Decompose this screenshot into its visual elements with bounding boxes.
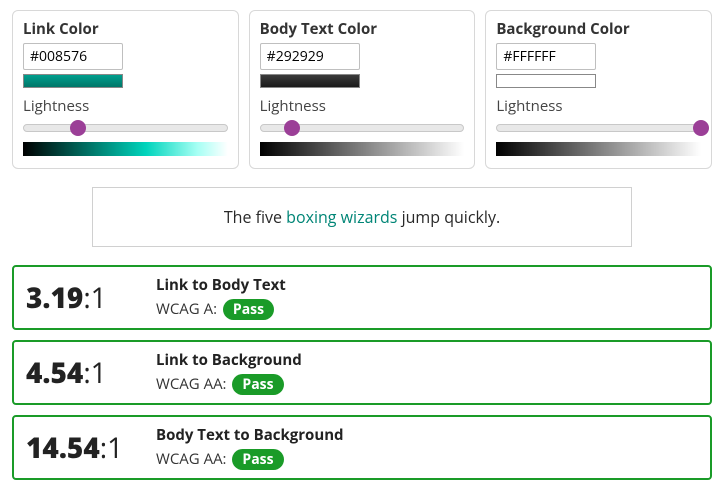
pass-badge: Pass — [232, 374, 283, 395]
result-row-body-bg: 14.54:1 Body Text to Background WCAG AA:… — [12, 415, 712, 480]
gradient-bar-link — [23, 142, 228, 156]
preview-text-after: jump quickly. — [397, 206, 500, 228]
ratio-suffix: :1 — [83, 354, 106, 392]
color-swatch-bg — [496, 74, 596, 88]
result-info: Link to Body Text WCAG A: Pass — [156, 275, 698, 320]
contrast-ratio: 4.54:1 — [26, 354, 136, 392]
picker-body-color: Body Text Color Lightness — [249, 10, 476, 169]
hex-input-bg[interactable] — [496, 43, 596, 70]
result-level: WCAG A: Pass — [156, 299, 698, 320]
slider-track — [23, 124, 228, 132]
ratio-value: 3.19 — [26, 279, 83, 317]
preview-box: The five boxing wizards jump quickly. — [92, 187, 632, 247]
preview-link[interactable]: boxing wizards — [286, 206, 397, 228]
gradient-bar-body — [260, 142, 465, 156]
results-list: 3.19:1 Link to Body Text WCAG A: Pass 4.… — [12, 265, 712, 480]
ratio-value: 4.54 — [26, 354, 83, 392]
level-prefix: WCAG AA: — [156, 374, 230, 394]
contrast-ratio: 3.19:1 — [26, 279, 136, 317]
result-info: Link to Background WCAG AA: Pass — [156, 350, 698, 395]
ratio-suffix: :1 — [100, 429, 123, 467]
result-title: Link to Body Text — [156, 275, 698, 295]
lightness-slider-body[interactable] — [260, 120, 465, 136]
pass-badge: Pass — [223, 299, 274, 320]
slider-thumb[interactable] — [693, 120, 709, 136]
picker-link-color: Link Color Lightness — [12, 10, 239, 169]
result-level: WCAG AA: Pass — [156, 374, 698, 395]
color-swatch-body — [260, 74, 360, 88]
lightness-label: Lightness — [23, 96, 228, 116]
result-title: Link to Background — [156, 350, 698, 370]
hex-input-link[interactable] — [23, 43, 123, 70]
level-prefix: WCAG A: — [156, 299, 221, 319]
contrast-ratio: 14.54:1 — [26, 429, 136, 467]
lightness-slider-link[interactable] — [23, 120, 228, 136]
lightness-label: Lightness — [260, 96, 465, 116]
picker-title: Background Color — [496, 19, 701, 39]
lightness-label: Lightness — [496, 96, 701, 116]
result-level: WCAG AA: Pass — [156, 449, 698, 470]
lightness-slider-bg[interactable] — [496, 120, 701, 136]
picker-title: Link Color — [23, 19, 228, 39]
slider-thumb[interactable] — [70, 120, 86, 136]
picker-bg-color: Background Color Lightness — [485, 10, 712, 169]
result-info: Body Text to Background WCAG AA: Pass — [156, 425, 698, 470]
result-row-link-body: 3.19:1 Link to Body Text WCAG A: Pass — [12, 265, 712, 330]
result-title: Body Text to Background — [156, 425, 698, 445]
hex-input-body[interactable] — [260, 43, 360, 70]
ratio-value: 14.54 — [26, 429, 100, 467]
slider-track — [496, 124, 701, 132]
slider-thumb[interactable] — [284, 120, 300, 136]
result-row-link-bg: 4.54:1 Link to Background WCAG AA: Pass — [12, 340, 712, 405]
color-swatch-link — [23, 74, 123, 88]
picker-title: Body Text Color — [260, 19, 465, 39]
color-pickers-row: Link Color Lightness Body Text Color Lig… — [12, 10, 712, 169]
pass-badge: Pass — [232, 449, 283, 470]
level-prefix: WCAG AA: — [156, 449, 230, 469]
gradient-bar-bg — [496, 142, 701, 156]
preview-text-before: The five — [224, 206, 286, 228]
ratio-suffix: :1 — [83, 279, 106, 317]
